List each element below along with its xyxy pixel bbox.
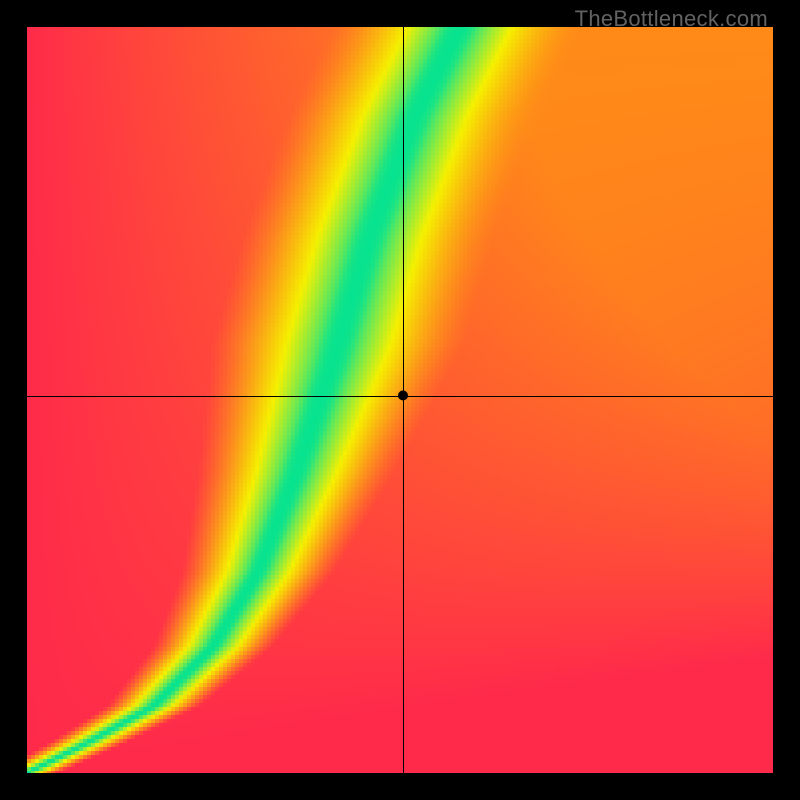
watermark-text: TheBottleneck.com — [575, 6, 768, 32]
chart-container: TheBottleneck.com — [0, 0, 800, 800]
heatmap-canvas — [0, 0, 800, 800]
